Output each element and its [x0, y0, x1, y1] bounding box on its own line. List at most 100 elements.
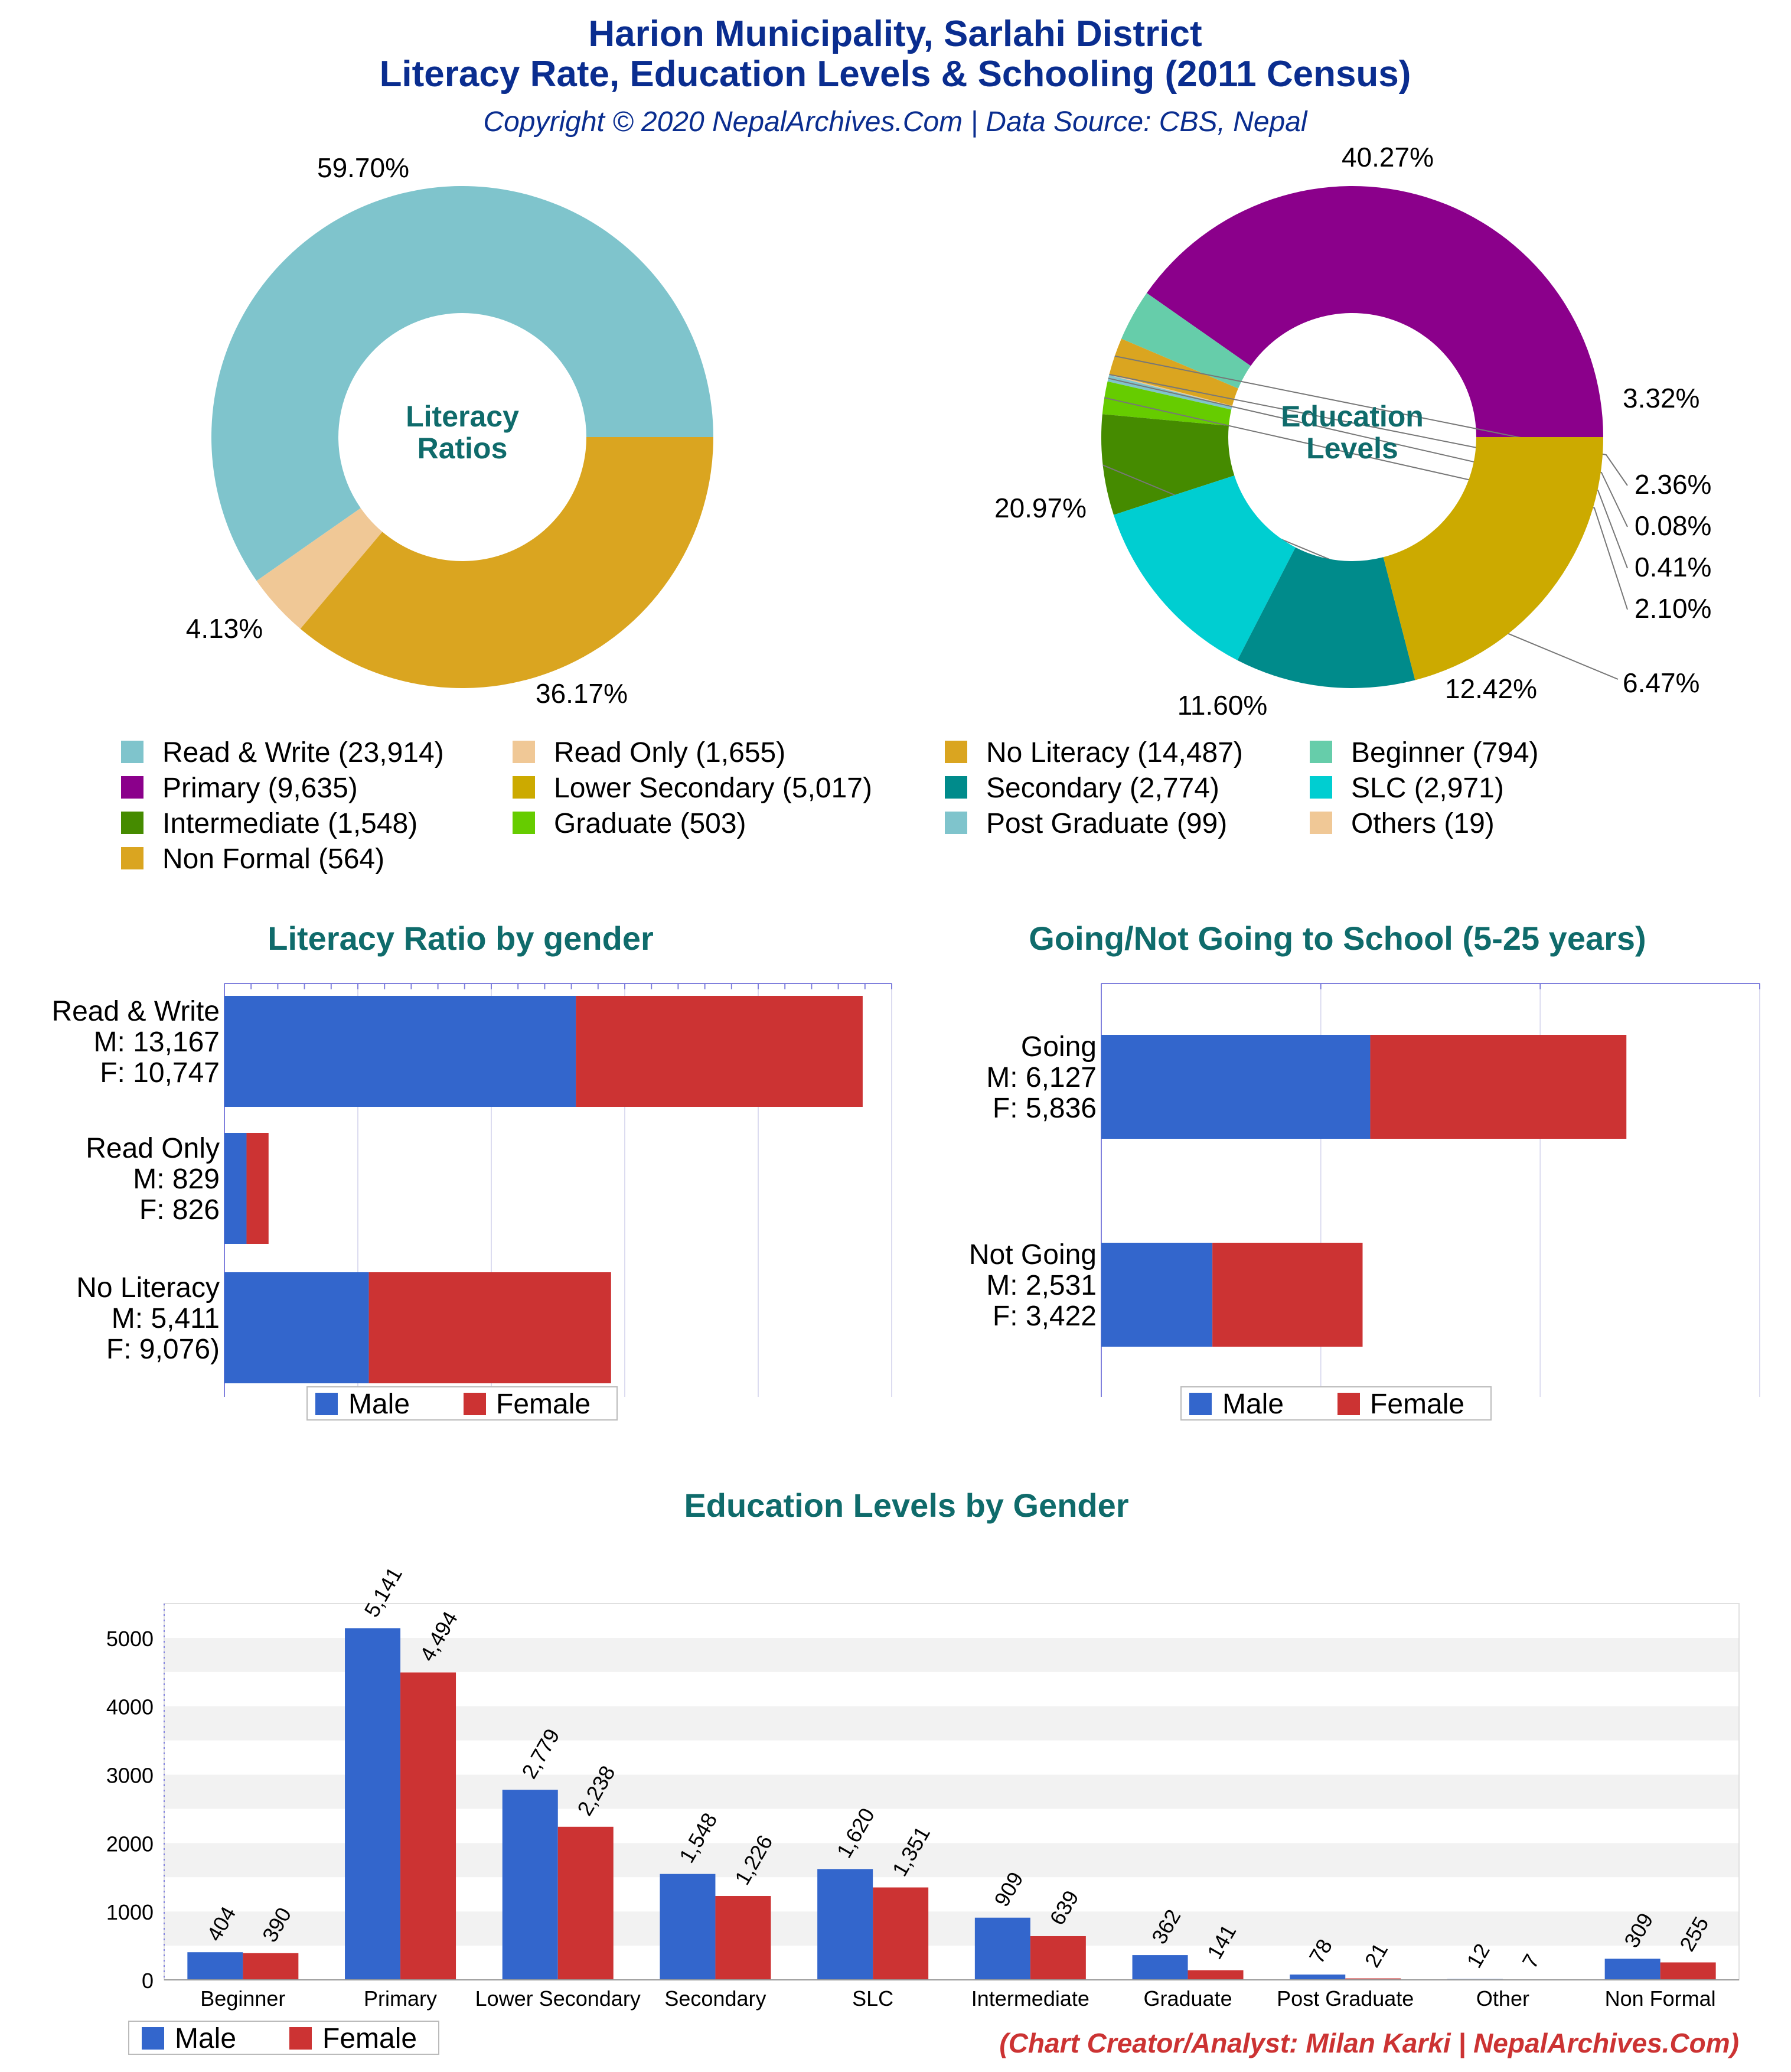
- y-tick-label: 4000: [106, 1695, 154, 1719]
- bar-female: [576, 996, 863, 1107]
- bar-male: [1604, 1959, 1660, 1980]
- legend-box: [128, 2021, 439, 2055]
- legend-swatch: [121, 776, 143, 799]
- donut-percent-label: 40.27%: [1342, 142, 1434, 172]
- category-label: F: 10,747: [100, 1057, 220, 1089]
- x-tick-label: Post Graduate: [1277, 1986, 1414, 2011]
- category-label: No Literacy: [76, 1272, 220, 1304]
- donut-slice-beginner: [1121, 293, 1251, 389]
- legend-male-label: Male: [348, 1389, 410, 1420]
- bar-male: [1101, 1243, 1213, 1347]
- legend-item-label: SLC (2,971): [1351, 773, 1504, 804]
- bar-male: [345, 1628, 401, 1980]
- donut-slice-non-formal: [1109, 338, 1238, 406]
- y-tick-label: 2000: [106, 1832, 154, 1856]
- donut-slice-graduate: [1102, 381, 1232, 426]
- bar-male: [187, 1952, 243, 1980]
- legend-female-swatch: [1337, 1393, 1360, 1415]
- legend-box: [1180, 1386, 1492, 1421]
- legend-item-label: Intermediate (1,548): [162, 808, 417, 839]
- bar-male: [1101, 1035, 1371, 1139]
- legend-swatch: [945, 776, 967, 799]
- bar-female: [243, 1953, 299, 1980]
- legend-swatch: [1310, 776, 1332, 799]
- y-tick-label: 0: [142, 1969, 154, 1993]
- category-label: M: 2,531: [986, 1270, 1097, 1301]
- donut-percent-label: 12.42%: [1445, 673, 1537, 704]
- bar-female: [1188, 1970, 1244, 1980]
- bar-female: [715, 1896, 771, 1980]
- x-tick-label: Intermediate: [971, 1986, 1089, 2011]
- legend-item-label: No Literacy (14,487): [986, 737, 1243, 768]
- legend-swatch: [121, 741, 143, 763]
- donut-percent-label: 2.10%: [1635, 593, 1711, 624]
- legend-male-swatch: [142, 2027, 164, 2050]
- literacy-donut-center-line1: Literacy: [406, 400, 519, 433]
- legend-box: [306, 1386, 618, 1421]
- x-tick-label: SLC: [852, 1986, 893, 2011]
- education-levels-donut: 40.27% 3.32% 2.36% 0.08% 0.41% 2.10% 6.47% 12.4…: [994, 142, 1711, 721]
- donut-slice-others: [1109, 374, 1232, 407]
- literacy-gender-title: Literacy Ratio by gender: [267, 920, 654, 957]
- donut-percent-label: 6.47%: [1623, 667, 1699, 698]
- x-tick-label: Lower Secondary: [475, 1986, 641, 2011]
- x-tick-label: Other: [1476, 1986, 1529, 2011]
- donut-leader-line: [1114, 355, 1628, 486]
- category-label: Read Only: [86, 1133, 220, 1164]
- legend-swatch: [513, 812, 535, 834]
- donut-percent-label: 2.36%: [1635, 469, 1711, 500]
- schooling-title: Going/Not Going to School (5-25 years): [1029, 920, 1646, 957]
- y-tick-label: 5000: [106, 1627, 154, 1651]
- bar-male: [974, 1917, 1030, 1980]
- category-label: Going: [1021, 1031, 1097, 1063]
- bar-female: [1345, 1978, 1401, 1980]
- donut-percent-label: 36.17%: [536, 678, 628, 709]
- grid-band: [164, 1604, 1739, 1638]
- bar-female: [1370, 1035, 1627, 1139]
- legend-item-label: Beginner (794): [1351, 737, 1539, 768]
- edu-gender-title: Education Levels by Gender: [684, 1487, 1128, 1524]
- x-tick-label: Secondary: [664, 1986, 766, 2011]
- x-tick-label: Graduate: [1143, 1986, 1232, 2011]
- donut-slice-secondary: [1237, 547, 1415, 688]
- legend-male-label: Male: [175, 2023, 236, 2054]
- donut-leader-line: [1108, 377, 1628, 569]
- category-label: F: 3,422: [993, 1301, 1097, 1332]
- main-title-line1: Harion Municipality, Sarlahi District: [588, 14, 1202, 54]
- donut-slice-read-only: [256, 508, 383, 629]
- donut-slice-slc: [1113, 475, 1296, 660]
- x-tick-label: Non Formal: [1605, 1986, 1716, 2011]
- legend-item-label: Primary (9,635): [162, 773, 358, 804]
- category-label: F: 9,076): [106, 1334, 220, 1365]
- donut-percent-label: 0.41%: [1635, 552, 1711, 582]
- legend-item-label: Post Graduate (99): [986, 808, 1227, 839]
- category-label: F: 5,836: [993, 1093, 1097, 1124]
- y-tick-label: 3000: [106, 1764, 154, 1788]
- main-title-line2: Literacy Rate, Education Levels & School…: [380, 54, 1411, 95]
- bar-female: [368, 1272, 611, 1383]
- legend-swatch: [1310, 812, 1332, 834]
- donut-slice-lower-secondary: [1383, 437, 1603, 680]
- bar-female: [246, 1133, 269, 1244]
- bar-female: [1660, 1962, 1716, 1980]
- bar-male: [817, 1869, 873, 1980]
- bar-female: [557, 1826, 614, 1980]
- literacy-donut-center-line2: Ratios: [417, 432, 508, 465]
- legend-female-label: Female: [322, 2023, 417, 2054]
- legend-swatch: [945, 741, 967, 763]
- legend-female-label: Female: [1370, 1389, 1464, 1420]
- bar-male: [1132, 1955, 1188, 1980]
- legend-swatch: [1310, 741, 1332, 763]
- x-tick-label: Beginner: [200, 1986, 285, 2011]
- bar-female: [400, 1672, 456, 1980]
- legend-swatch: [513, 741, 535, 763]
- x-tick-label: Primary: [364, 1986, 437, 2011]
- legend-item-label: Read Only (1,655): [554, 737, 785, 768]
- donut-legend: Read & Write (23,914) Read Only (1,655) No…: [121, 737, 1539, 875]
- bar-male: [224, 1133, 247, 1244]
- legend-swatch: [945, 812, 967, 834]
- category-label: F: 826: [139, 1194, 220, 1226]
